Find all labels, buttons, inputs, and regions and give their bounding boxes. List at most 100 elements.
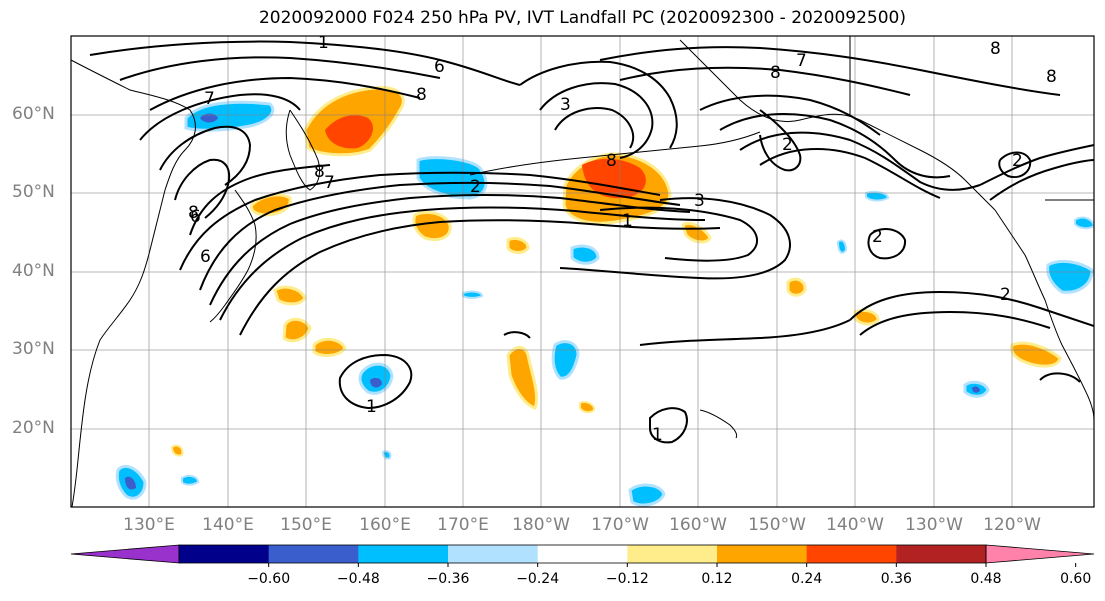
colorbar-ticks [268, 563, 1077, 567]
negative-anomaly-3-core [370, 377, 382, 388]
colorbar-frame [178, 544, 987, 564]
lon-label-130w: 130°W [905, 515, 963, 535]
colorbar-tick-label: 0.36 [880, 571, 912, 587]
colorbar-swatch [806, 545, 897, 563]
aleutian-islands [469, 131, 761, 176]
pc-shading [115, 85, 1094, 507]
positive-anomaly-9 [853, 308, 880, 326]
contour-label: 6 [200, 247, 211, 267]
colorbar-tick-label: −0.12 [605, 571, 649, 587]
lon-label-160e: 160°E [359, 515, 411, 535]
kamchatka-coast [285, 109, 321, 191]
negative-anomaly-10 [181, 474, 200, 486]
positive-anomaly-10 [1010, 341, 1062, 368]
lat-label-40n: 40°N [12, 261, 55, 281]
asia-coast [71, 59, 196, 507]
contour-label: 8 [606, 151, 617, 171]
lon-label-140e: 140°E [202, 515, 254, 535]
lon-label-150w: 150°W [748, 515, 806, 535]
colorbar-tick-label: 0.24 [791, 571, 823, 587]
positive-anomaly-12 [170, 444, 184, 457]
map-frame [70, 35, 1095, 508]
colorbar-swatch [179, 545, 270, 563]
colorbar-extend-max [985, 544, 1095, 564]
north-america-coast [994, 209, 1094, 421]
hawaii-islands [699, 409, 738, 439]
contour-label: 8 [990, 39, 1001, 59]
contour-label: 2 [470, 177, 481, 197]
lat-label-60n: 60°N [12, 104, 55, 124]
colorbar-extend-min [70, 544, 180, 564]
contour-label: 1 [652, 425, 663, 445]
positive-anomaly-aleutian-core [582, 158, 646, 199]
lat-label-30n: 30°N [12, 339, 55, 359]
contour-label: 2 [1012, 151, 1023, 171]
positive-anomaly-1 [412, 211, 452, 241]
lon-label-150e: 150°E [280, 515, 332, 535]
map-title: 2020092000 F024 250 hPa PV, IVT Landfall… [258, 8, 906, 28]
colorbar-tick-label: 0.12 [701, 571, 733, 587]
colorbar-tick-label: −0.60 [247, 571, 291, 587]
contour-label: 2 [782, 135, 793, 155]
lon-label-170e: 170°E [437, 515, 489, 535]
positive-anomaly-11 [579, 400, 596, 414]
lon-label-160w: 160°W [669, 515, 727, 535]
contour-label: 1 [366, 397, 377, 417]
contour-label: 8 [314, 162, 325, 182]
negative-anomaly-5 [628, 483, 666, 507]
negative-anomaly-8 [865, 190, 890, 202]
negative-anomaly-12 [836, 239, 848, 254]
negative-anomaly-okhotsk-core [200, 113, 218, 123]
contour-label: 2 [1000, 285, 1011, 305]
colorbar-swatch [896, 545, 987, 563]
pv-contours [89, 40, 1094, 444]
colorbar-swatch [448, 545, 539, 563]
negative-anomaly-1 [570, 244, 600, 265]
positive-anomaly-7 [506, 346, 539, 410]
positive-anomaly-2 [506, 236, 530, 254]
colorbar-swatches [70, 544, 1095, 564]
colorbar-tick-label: 0.60 [1060, 571, 1092, 587]
positive-anomaly-kamchatka-core [325, 115, 373, 149]
negative-anomaly-aleutian [416, 156, 488, 200]
lat-label-50n: 50°N [12, 182, 55, 202]
negative-anomaly-7 [1046, 259, 1094, 294]
lon-label-170w: 170°W [591, 515, 649, 535]
contour-label: 8 [188, 203, 199, 223]
negative-anomaly-2 [551, 340, 580, 380]
colorbar-swatch [627, 545, 718, 563]
colorbar-tick-label: −0.48 [336, 571, 380, 587]
contour-label: 2 [872, 227, 883, 247]
contour-label: 6 [190, 207, 201, 227]
contour-label: 8 [770, 63, 781, 83]
lat-label-20n: 20°N [12, 418, 55, 438]
colorbar-tick-label: 0.48 [970, 571, 1002, 587]
contour-label: 1 [318, 33, 329, 53]
colorbar-swatch [537, 545, 628, 563]
negative-anomaly-6-core [972, 386, 980, 393]
contour-label: 3 [694, 191, 705, 211]
positive-anomaly-8 [786, 277, 807, 297]
positive-anomaly-5 [282, 317, 312, 343]
contour-label: 7 [796, 51, 807, 71]
japan-coast [209, 189, 257, 323]
contour-labels: 1 6 7 8 8 8 3 2 8 7 6 6 8 7 2 8 2 1 3 1 … [188, 33, 1057, 445]
lon-label-120w: 120°W [983, 515, 1041, 535]
colorbar-swatch [268, 545, 359, 563]
colorbar-swatch [358, 545, 449, 563]
colorbar-tick-label: −0.36 [426, 571, 470, 587]
lon-label-140w: 140°W [826, 515, 884, 535]
negative-anomaly-4-core [125, 476, 136, 490]
contour-label: 8 [1046, 67, 1057, 87]
graticule [71, 36, 1094, 507]
contour-label: 7 [204, 89, 215, 109]
positive-anomaly-6 [312, 337, 347, 357]
colorbar-swatch [717, 545, 808, 563]
contour-label: 1 [622, 211, 633, 231]
lon-label-180w: 180°W [512, 515, 570, 535]
contour-label: 8 [416, 85, 427, 105]
negative-anomaly-11 [462, 290, 484, 299]
lon-label-130e: 130°E [123, 515, 175, 535]
contour-label: 3 [560, 95, 571, 115]
